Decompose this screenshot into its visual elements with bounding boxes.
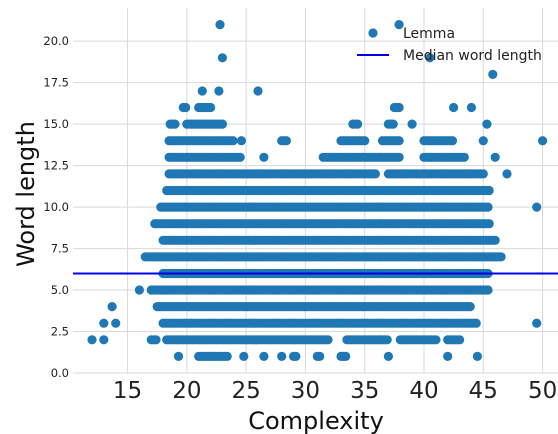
data-point [315,351,325,361]
x-tick-label: 35 [350,378,379,404]
legend-lemma-label: Lemma [403,26,455,42]
y-axis-label: Word length [12,121,40,267]
data-point [459,152,469,162]
legend-median-label: Median word length [403,48,542,64]
y-tick-label: 0.0 [51,366,69,380]
data-point [239,351,249,361]
data-point [472,351,482,361]
data-point [431,335,441,345]
data-point [111,318,121,328]
data-point [538,136,548,146]
x-tick-label: 50 [528,378,557,404]
data-point [483,285,493,295]
data-point [490,152,500,162]
data-point [353,119,363,129]
y-tick-label: 17.5 [43,76,69,90]
data-point [394,136,404,146]
data-point [107,302,117,312]
data-point [235,152,245,162]
data-point [236,136,246,146]
data-point [394,20,404,30]
data-point [407,119,417,129]
data-point [170,119,180,129]
data-point [370,169,380,179]
data-point [388,119,398,129]
data-point [215,20,225,30]
x-tick-label: 15 [113,378,142,404]
data-point [466,102,476,113]
data-point [449,102,459,113]
data-point [341,351,351,361]
data-point [214,86,224,96]
x-tick-label: 30 [291,378,320,404]
data-point [217,53,227,63]
x-tick-label: 20 [172,378,201,404]
data-point [259,152,269,162]
data-point [447,136,458,146]
scatter-points [87,20,548,361]
data-point [277,351,287,361]
data-point [383,351,393,361]
data-point [465,302,475,312]
x-tick-labels: 15 20 25 30 35 40 45 50 [113,378,557,404]
data-point [197,86,207,96]
data-point [455,335,465,345]
data-point [99,335,109,345]
data-point [443,351,453,361]
data-point [222,351,232,361]
data-point [291,351,301,361]
y-tick-label: 10.0 [43,200,69,214]
data-point [281,136,291,146]
data-point [228,136,238,146]
data-point [323,335,333,345]
x-axis-label: Complexity [248,407,384,434]
data-point [483,202,493,212]
x-tick-label: 25 [231,378,260,404]
data-point [151,335,161,345]
data-point [532,202,542,212]
y-tick-label: 12.5 [43,159,69,173]
data-point [360,136,370,146]
data-point [217,119,227,129]
data-point [382,335,392,345]
data-point [471,318,481,328]
x-tick-label: 45 [469,378,498,404]
data-point [496,252,506,262]
y-tick-label: 5.0 [51,283,69,297]
data-point [425,53,435,63]
data-point [478,136,488,146]
data-point [394,102,404,113]
data-point [484,219,494,229]
data-point [134,285,144,295]
data-point [488,69,498,79]
data-point [394,152,404,162]
data-point [259,351,269,361]
data-point [502,169,512,179]
y-tick-label: 15.0 [43,117,69,131]
data-point [99,318,109,328]
y-tick-label: 2.5 [51,325,69,339]
legend: Lemma Median word length [357,26,542,64]
data-point [482,119,492,129]
y-tick-label: 7.5 [51,242,69,256]
data-point [484,185,494,196]
data-point [87,335,97,345]
legend-lemma-marker [368,28,378,38]
data-point [253,86,263,96]
data-point [206,102,216,113]
y-tick-labels: 0.0 2.5 5.0 7.5 10.0 12.5 15.0 17.5 20.0 [43,34,69,380]
data-point [532,318,542,328]
x-tick-label: 40 [409,378,438,404]
data-point [173,351,184,361]
data-point [478,169,488,179]
y-tick-label: 20.0 [43,34,69,48]
data-point [490,235,500,245]
data-point [181,102,191,113]
